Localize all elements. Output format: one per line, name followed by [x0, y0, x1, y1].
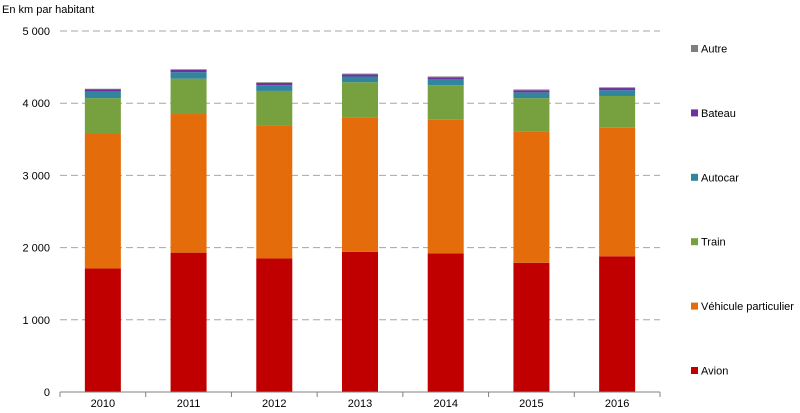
x-tick-label: 2016	[605, 398, 629, 410]
bar-segment	[599, 95, 636, 128]
bar-segment	[256, 90, 293, 126]
bar-segment	[84, 88, 121, 90]
x-tick-label: 2011	[177, 398, 201, 410]
bar-segment	[342, 76, 378, 83]
legend-label: Avion	[701, 366, 728, 378]
bar-segment	[599, 90, 636, 96]
bar-segment	[427, 85, 464, 120]
bar-segment	[513, 131, 550, 263]
legend-swatch	[691, 173, 698, 181]
legend: Autre Bateau Autocar Train Véhicule particul…	[691, 44, 794, 378]
bar-segment	[342, 82, 378, 118]
bar-segment	[513, 90, 550, 93]
x-axis-ticks: 2010 2011 2012 2013 2014 2015 2016	[59, 392, 661, 410]
bar-segment	[513, 98, 550, 132]
legend-item: Autre	[691, 44, 727, 56]
bar-stack-2016	[599, 87, 636, 392]
legend-swatch	[691, 367, 698, 374]
bar-segment	[427, 79, 464, 86]
bar-segment	[427, 253, 464, 392]
bar-segment	[599, 88, 636, 91]
legend-swatch	[691, 302, 698, 310]
y-tick-label: 3 000	[22, 170, 50, 182]
y-tick-label: 1 000	[22, 315, 50, 327]
bar-segment	[84, 91, 121, 99]
bar-segment	[84, 268, 121, 392]
bar-segment	[256, 82, 293, 86]
bar-segment	[84, 133, 121, 269]
bar-segment	[170, 114, 207, 253]
bar-segment	[513, 92, 550, 99]
bar-segment	[427, 76, 464, 78]
legend-item: Bateau	[691, 108, 736, 120]
bar-segment	[170, 69, 207, 73]
bar-segment	[427, 77, 464, 80]
y-tick-label: 0	[44, 387, 50, 399]
legend-swatch	[691, 45, 698, 52]
bar-segment	[342, 251, 378, 392]
bar-segment	[256, 85, 293, 91]
bar-stack-2011	[170, 69, 207, 392]
y-axis-title: En km par habitant	[2, 4, 94, 16]
legend-label: Autre	[701, 44, 727, 56]
legend-swatch	[691, 238, 698, 246]
legend-label: Bateau	[701, 108, 736, 120]
bar-segment	[599, 256, 636, 392]
bar-segment	[84, 98, 121, 134]
legend-label: Autocar	[701, 172, 739, 184]
bar-stack-2010	[84, 88, 121, 392]
x-tick-label: 2010	[91, 398, 115, 410]
legend-item: Autocar	[691, 172, 739, 184]
legend-item: Train	[691, 237, 726, 249]
bar-stack-2012	[256, 82, 293, 392]
y-tick-label: 2 000	[22, 243, 50, 255]
bar-segment	[513, 262, 550, 392]
x-tick-label: 2012	[262, 398, 286, 410]
bar-segment	[599, 127, 636, 257]
bar-stack-2013	[342, 73, 378, 392]
legend-label: Véhicule particulier	[701, 301, 794, 313]
bar-stack-2014	[427, 76, 464, 392]
bar-segment	[84, 89, 121, 92]
legend-item: Véhicule particulier	[691, 301, 794, 313]
bar-segment	[342, 117, 378, 252]
legend-label: Train	[701, 237, 726, 249]
legend-item: Avion	[691, 366, 728, 378]
x-tick-label: 2014	[433, 398, 457, 410]
bar-segment	[427, 119, 464, 254]
x-tick-label: 2015	[519, 398, 543, 410]
y-tick-label: 5 000	[22, 26, 50, 38]
x-tick-label: 2013	[348, 398, 372, 410]
bar-segment	[256, 82, 293, 83]
y-tick-label: 4 000	[22, 98, 50, 110]
bar-segment	[170, 78, 207, 115]
y-axis-ticks: 0 1 000 2 000 3 000 4 000 5 000	[22, 26, 50, 399]
bar-stack-2015	[513, 89, 550, 392]
legend-swatch	[691, 109, 698, 117]
bar-segment	[170, 72, 207, 79]
bar-segment	[513, 89, 550, 91]
bars	[84, 69, 636, 392]
bar-segment	[256, 258, 293, 392]
bar-segment	[342, 74, 378, 77]
bar-segment	[170, 252, 207, 392]
bar-segment	[170, 69, 207, 70]
bar-segment	[256, 125, 293, 259]
bar-segment	[342, 73, 378, 75]
bar-segment	[599, 87, 636, 89]
